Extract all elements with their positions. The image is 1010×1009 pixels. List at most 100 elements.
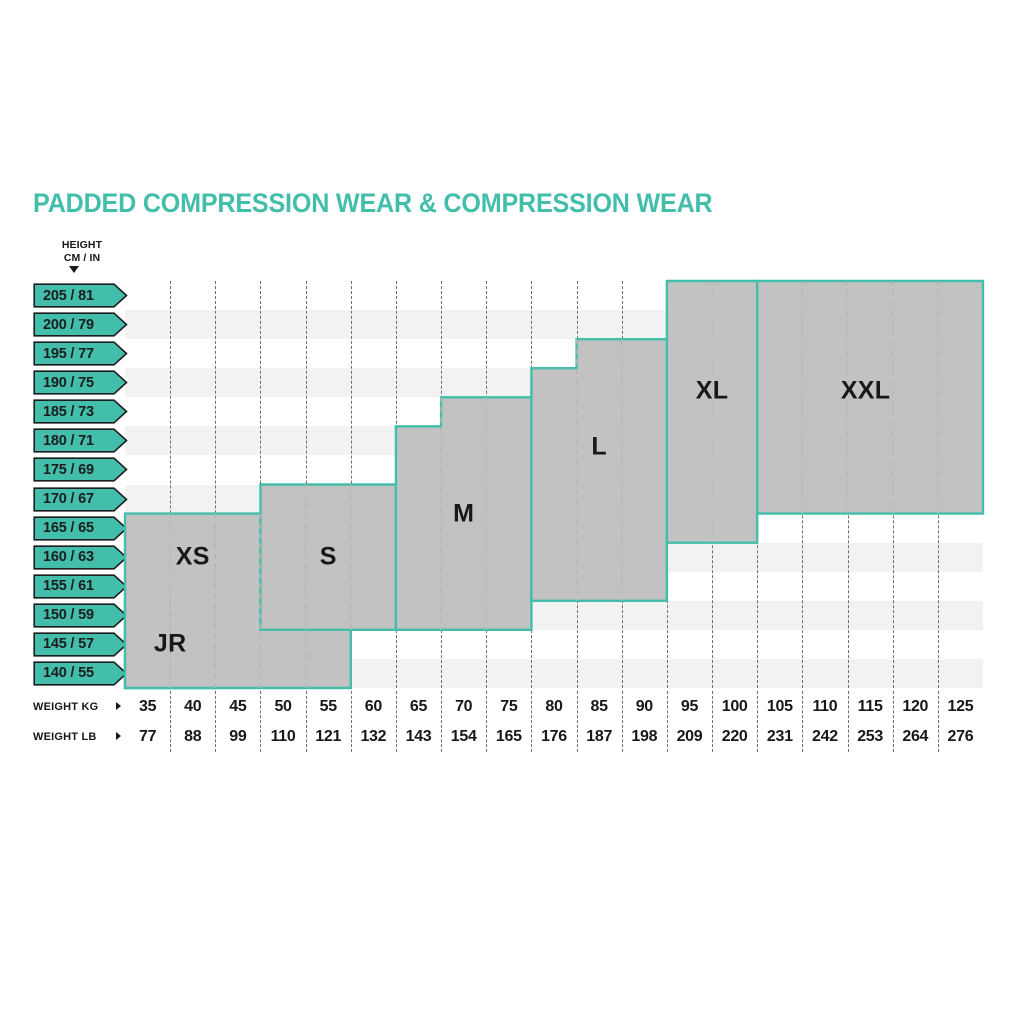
weight-lb-axis-label: WEIGHT LB <box>33 731 97 743</box>
grid-column-line <box>531 281 533 688</box>
weight-axis-tick <box>531 691 533 752</box>
weight-kg-value: 95 <box>680 698 699 715</box>
weight-kg-value: 80 <box>545 698 563 715</box>
height-axis-label-line1: HEIGHT <box>61 239 103 251</box>
grid-column-line <box>576 281 578 688</box>
weight-lb-value: 154 <box>450 728 477 745</box>
weight-lb-value: 187 <box>586 728 613 745</box>
weight-lb-value: 253 <box>857 728 883 745</box>
height-label-text: 145 / 57 <box>43 636 94 653</box>
height-label-text: 185 / 73 <box>43 403 94 420</box>
row-stripe <box>125 484 983 514</box>
grid-column-line <box>395 281 397 688</box>
row-stripe <box>125 368 983 398</box>
height-label-tag: 165 / 65 <box>33 515 128 541</box>
weight-axis-tick <box>847 691 849 752</box>
page-title: PADDED COMPRESSION WEAR & COMPRESSION WE… <box>33 188 713 218</box>
weight-kg-value: 85 <box>590 698 609 715</box>
weight-kg-value: 40 <box>184 698 202 715</box>
grid-column-line <box>666 281 668 688</box>
height-label-text: 200 / 79 <box>43 316 94 333</box>
weight-kg-value: 60 <box>364 698 383 715</box>
height-label-text: 195 / 77 <box>43 345 94 362</box>
weight-lb-value: 121 <box>315 728 342 745</box>
weight-kg-value: 120 <box>902 698 929 715</box>
height-label-text: 205 / 81 <box>43 287 94 304</box>
grid-column-line <box>170 281 172 688</box>
grid-column-line <box>892 281 894 688</box>
grid-column-line <box>215 281 217 688</box>
weight-axis-tick <box>170 691 172 752</box>
height-label-text: 155 / 61 <box>43 578 94 595</box>
height-label-text: 180 / 71 <box>43 432 94 449</box>
height-label-tag: 170 / 67 <box>33 486 128 512</box>
grid-column-line <box>305 281 307 688</box>
weight-axis-tick <box>350 691 352 752</box>
row-stripe <box>125 310 983 340</box>
row-stripe <box>125 542 983 572</box>
grid-column-line <box>486 281 488 688</box>
weight-kg-value: 100 <box>721 698 748 715</box>
height-label-tag: 205 / 81 <box>33 283 128 308</box>
grid-column-line <box>621 281 623 688</box>
weight-kg-value: 70 <box>455 698 473 715</box>
weight-lb-value: 132 <box>360 728 387 745</box>
weight-axis-tick <box>757 691 759 752</box>
weight-lb-value: 110 <box>270 728 296 745</box>
weight-lb-value: 165 <box>495 728 522 745</box>
height-label-text: 160 / 63 <box>43 549 94 566</box>
weight-axis-tick <box>621 691 623 752</box>
grid-column-line <box>802 281 804 688</box>
weight-axis-tick <box>892 691 894 752</box>
height-label-tag: 140 / 55 <box>33 661 128 686</box>
weight-lb-value: 99 <box>229 728 247 745</box>
triangle-down-icon <box>69 266 79 273</box>
height-label-tag: 145 / 57 <box>33 632 128 657</box>
grid-column-line <box>260 281 262 688</box>
weight-lb-value: 198 <box>631 728 658 745</box>
weight-kg-value: 50 <box>274 698 292 715</box>
triangle-right-icon <box>116 732 121 740</box>
height-label-tag: 175 / 69 <box>33 457 128 483</box>
grid-column-line <box>350 281 352 688</box>
row-stripe <box>125 658 983 688</box>
grid-column-line <box>441 281 443 688</box>
weight-lb-value: 276 <box>947 728 974 745</box>
weight-kg-value: 55 <box>319 698 338 715</box>
height-label-text: 175 / 69 <box>43 461 94 478</box>
row-stripe <box>125 600 983 630</box>
plot-area <box>125 281 983 688</box>
grid-column-line <box>712 281 714 688</box>
height-label-text: 150 / 59 <box>43 607 94 624</box>
weight-axis-tick <box>802 691 804 752</box>
weight-axis-tick <box>441 691 443 752</box>
weight-kg-value: 75 <box>500 698 518 715</box>
weight-axis-tick <box>666 691 668 752</box>
weight-axis-tick <box>712 691 714 752</box>
weight-kg-value: 65 <box>409 698 428 715</box>
weight-kg-axis-label: WEIGHT KG <box>33 701 99 713</box>
height-label-text: 140 / 55 <box>43 665 94 682</box>
height-axis-label-line2: CM / IN <box>63 252 101 264</box>
weight-kg-value: 110 <box>812 698 838 715</box>
grid-column-line <box>937 281 939 688</box>
weight-lb-value: 264 <box>902 728 929 745</box>
weight-lb-value: 242 <box>812 728 838 745</box>
weight-kg-value: 125 <box>947 698 974 715</box>
grid-column-line <box>757 281 759 688</box>
weight-lb-value: 209 <box>676 728 703 745</box>
weight-axis-tick <box>395 691 397 752</box>
weight-kg-value: 45 <box>229 698 247 715</box>
weight-kg-value: 105 <box>766 698 793 715</box>
height-label-tag: 185 / 73 <box>33 399 128 424</box>
row-stripe <box>125 426 983 456</box>
weight-lb-value: 143 <box>405 728 432 745</box>
weight-lb-value: 88 <box>184 728 202 745</box>
weight-lb-value: 220 <box>721 728 748 745</box>
height-label-tag: 190 / 75 <box>33 370 128 395</box>
weight-axis-tick <box>937 691 939 752</box>
weight-axis-tick <box>215 691 217 752</box>
height-label-text: 190 / 75 <box>43 374 94 391</box>
weight-axis-tick <box>576 691 578 752</box>
